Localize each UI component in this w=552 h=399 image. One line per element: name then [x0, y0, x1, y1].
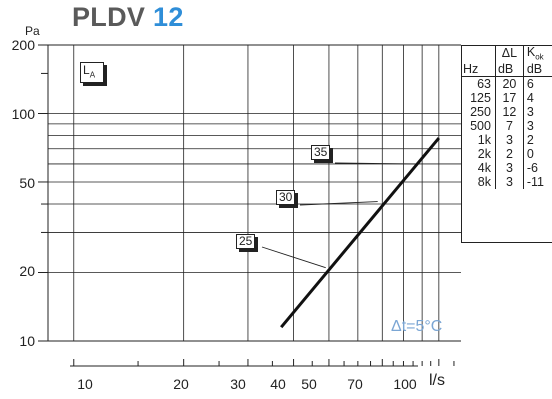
table-header-cell — [461, 45, 495, 62]
table-cell: 2k — [477, 146, 491, 161]
table-row: 63 20 6 — [461, 76, 552, 91]
plot-frame — [47, 44, 461, 342]
x-tick-label: 50 — [301, 376, 317, 392]
table-cell: 4 — [522, 90, 552, 105]
axis-tick-marks — [38, 44, 455, 367]
series-group — [280, 137, 440, 329]
y-axis-unit: Pa — [25, 24, 40, 38]
annotation-leaders — [261, 162, 419, 269]
annotation-label-30: 30 — [276, 190, 296, 205]
table-unit-row: Hz dB dB — [461, 61, 552, 77]
x-axis-unit: l/s — [429, 372, 445, 389]
x-tick-label: 30 — [230, 376, 246, 392]
title-number: 12 — [153, 2, 184, 32]
table-cell: 8k — [477, 174, 491, 189]
octave-band-table: ΔL Kok Hz dB dB 63 20 6 125 17 4 250 12 3 500 7… — [461, 45, 552, 189]
annotation-label-25: 25 — [236, 234, 256, 249]
x-tick-label: 40 — [270, 376, 286, 392]
table-cell: 2 — [522, 132, 552, 147]
series-line — [280, 137, 440, 329]
table-cell: 0 — [522, 146, 552, 161]
table-header-row: ΔL Kok — [461, 45, 552, 62]
table-unit-cell: dB — [522, 61, 552, 77]
annotation-leader-line — [334, 162, 419, 165]
y-tick-label: 10 — [19, 333, 35, 349]
table-row: 1k 3 2 — [461, 132, 552, 147]
table-cell: 125 — [470, 90, 491, 105]
title-model: PLDV — [72, 2, 146, 32]
la-subscript: A — [89, 70, 96, 80]
table-cell: 17 — [494, 90, 524, 105]
la-text: L — [83, 63, 90, 77]
delta-t-label: Δt=5°C — [391, 318, 443, 335]
table-cell: 500 — [470, 118, 491, 133]
x-tick-label: 20 — [173, 376, 189, 392]
table-cell: 3 — [494, 132, 524, 147]
table-cell: 12 — [494, 104, 524, 119]
annotation-leader-line — [261, 246, 326, 269]
table-row: 125 17 4 — [461, 90, 552, 105]
table-header-cell: Kok — [522, 45, 552, 62]
y-tick-label: 50 — [19, 175, 35, 191]
table-header-cell: ΔL — [494, 45, 524, 62]
table-row: 250 12 3 — [461, 104, 552, 119]
table-unit-cell: dB — [494, 61, 524, 77]
table-cell: 63 — [477, 76, 491, 91]
table-row: 2k 2 0 — [461, 146, 552, 161]
table-row: 4k 3 -6 — [461, 160, 552, 175]
table-row: 500 7 3 — [461, 118, 552, 133]
table-cell: 7 — [494, 118, 524, 133]
x-tick-label: 70 — [347, 376, 363, 392]
chart-title: PLDV 12 — [72, 2, 184, 33]
table-unit-cell: Hz — [461, 61, 496, 77]
table-cell: 3 — [494, 174, 524, 189]
table-cell: 250 — [470, 104, 491, 119]
table-cell: -6 — [522, 160, 552, 175]
grid-lines — [48, 45, 461, 341]
table-cell: 1k — [477, 132, 491, 147]
table-cell: 20 — [494, 76, 524, 91]
table-cell: 2 — [494, 146, 524, 161]
annotation-label-35: 35 — [311, 145, 331, 160]
annotation-leader-line — [299, 201, 378, 206]
y-tick-label: 20 — [19, 263, 35, 279]
x-tick-label: 10 — [77, 376, 93, 392]
table-cell: 3 — [522, 104, 552, 119]
table-cell: 3 — [494, 160, 524, 175]
y-tick-label: 200 — [11, 37, 35, 53]
k-subscript: ok — [535, 52, 544, 62]
sound-level-label: LA — [80, 62, 104, 83]
table-cell: 3 — [522, 118, 552, 133]
table-cell: -11 — [522, 174, 552, 189]
table-cell: 4k — [477, 160, 491, 175]
k-text: K — [526, 45, 536, 59]
table-row: 8k 3 -11 — [461, 174, 552, 189]
y-tick-label: 100 — [11, 106, 35, 122]
x-tick-label: 100 — [393, 376, 417, 392]
table-cell: 6 — [522, 76, 552, 91]
